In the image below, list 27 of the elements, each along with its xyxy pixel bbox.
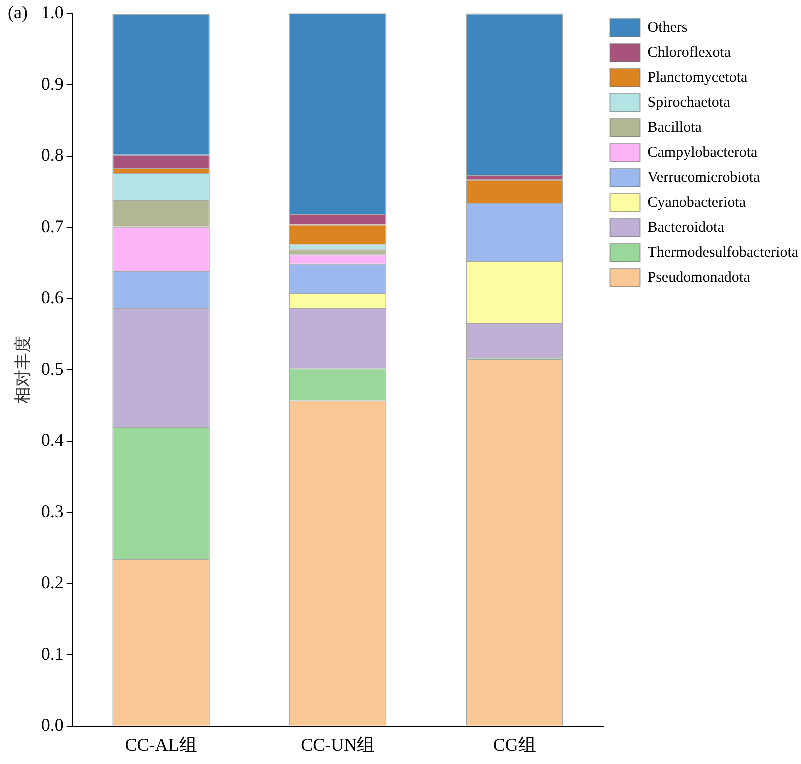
- y-axis-title: 相对丰度: [14, 336, 34, 404]
- y-tick-label: 0.0: [41, 715, 64, 736]
- legend-label: Chloroflexota: [648, 44, 732, 61]
- legend-label: Spirochaetota: [648, 94, 731, 111]
- x-tick-label: CG组: [493, 734, 536, 755]
- legend-label: Campylobacterota: [648, 144, 758, 161]
- legend-label: Others: [648, 20, 688, 36]
- y-tick-label: 0.5: [41, 358, 64, 379]
- y-tick-label: 0.3: [41, 501, 64, 522]
- legend-label: Verrucomicrobiota: [648, 170, 761, 186]
- y-tick-label: 0.4: [41, 430, 64, 450]
- y-tick-label: 0.6: [41, 288, 64, 308]
- x-tick-label: CC-UN组: [301, 734, 376, 755]
- legend-label: Cyanobacteriota: [648, 194, 746, 211]
- y-tick-label: 0.2: [41, 572, 64, 593]
- x-tick-label: CC-AL组: [125, 734, 198, 755]
- y-tick-label: 1.0: [41, 2, 64, 23]
- y-tick-label: 0.8: [41, 145, 64, 166]
- chart-title: (a): [8, 2, 28, 23]
- y-tick-label: 0.9: [41, 74, 64, 94]
- legend-label: Bacteroidota: [648, 220, 725, 236]
- legend-label: Planctomycetota: [648, 70, 748, 86]
- legend-label: Pseudomonadota: [648, 270, 751, 286]
- legend-label: Thermodesulfobacteriota: [648, 244, 799, 261]
- y-tick-label: 0.1: [41, 644, 64, 664]
- legend-label: Bacillota: [648, 120, 702, 136]
- y-tick-label: 0.7: [41, 216, 64, 236]
